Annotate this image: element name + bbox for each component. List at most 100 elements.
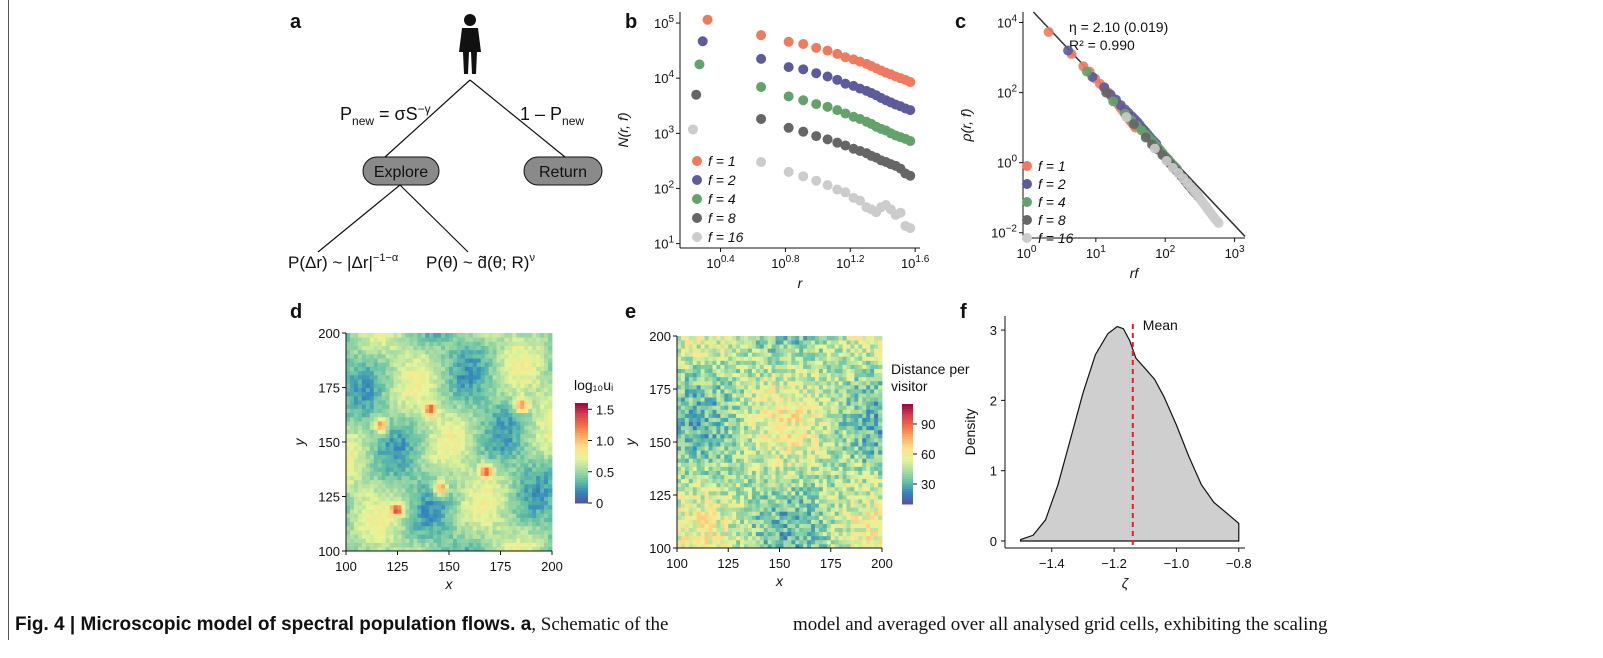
heatmap-cell (720, 421, 725, 427)
heatmap-cell (696, 433, 702, 439)
heatmap-cell (728, 405, 733, 410)
heatmap-cell (771, 360, 776, 365)
heatmap-cell (791, 523, 796, 529)
heatmap-cell (421, 546, 426, 552)
heatmap-cell (377, 416, 383, 422)
heatmap-cell (397, 534, 402, 539)
heatmap-cell (468, 509, 474, 514)
heatmap-cell (795, 421, 800, 427)
heatmap-cell (807, 543, 812, 549)
heatmap-cell (803, 344, 808, 349)
heatmap-cell (516, 425, 521, 430)
heatmap-cell (468, 483, 474, 489)
heatmap-cell (401, 383, 406, 388)
heatmap-cell (732, 336, 737, 341)
heatmap-cell (807, 389, 812, 394)
heatmap-cell (716, 405, 721, 410)
heatmap-cell (353, 462, 359, 468)
heatmap-cell (700, 348, 705, 353)
heatmap-cell (452, 513, 458, 518)
heatmap-cell (449, 496, 454, 502)
heatmap-cell (771, 384, 776, 390)
heatmap-cell (496, 437, 501, 443)
heatmap-cell (791, 511, 796, 516)
heatmap-cell (429, 509, 434, 514)
heatmap-cell (409, 333, 414, 338)
heatmap-cell (421, 391, 426, 397)
heatmap-cell (818, 340, 824, 345)
heatmap-cell (405, 517, 410, 523)
heatmap-cell (712, 344, 717, 349)
heatmap-cell (759, 499, 765, 504)
heatmap-cell (684, 503, 690, 508)
heatmap-cell (736, 454, 741, 459)
heatmap-cell (704, 437, 709, 443)
heatmap-cell (791, 344, 796, 349)
heatmap-cell (783, 499, 788, 504)
heatmap-cell (712, 523, 717, 529)
heatmap-cell (708, 437, 713, 443)
heatmap-cell (767, 348, 773, 353)
heatmap-cell (814, 340, 820, 345)
heatmap-cell (365, 337, 371, 342)
heatmap-cell (791, 442, 796, 447)
heatmap-cell (472, 421, 478, 426)
heatmap-cell (775, 454, 780, 459)
heatmap-cell (791, 507, 796, 512)
heatmap-cell (349, 395, 355, 401)
heatmap-cell (791, 527, 796, 533)
heatmap-cell (369, 513, 375, 518)
heatmap-cell (680, 474, 686, 480)
heatmap-cell (684, 507, 690, 512)
heatmap-cell (445, 525, 450, 531)
heatmap-cell (385, 408, 390, 414)
heatmap-cell (484, 337, 490, 342)
heatmap-cell (472, 546, 478, 552)
heatmap-cell (480, 546, 486, 552)
heatmap-cell (732, 442, 737, 447)
heatmap-cell (425, 404, 430, 409)
heatmap-cell (468, 408, 474, 414)
heatmap-cell (728, 478, 733, 484)
heatmap-cell (728, 397, 733, 402)
heatmap-cell (488, 492, 493, 497)
heatmap-cell (783, 474, 788, 480)
heatmap-cell (524, 450, 529, 455)
heatmap-cell (696, 511, 702, 516)
heatmap-cell (677, 531, 682, 537)
heatmap-cell (441, 333, 446, 338)
heatmap-cell (417, 333, 422, 338)
heatmap-cell (803, 446, 808, 451)
heatmap-cell (708, 486, 713, 492)
heatmap-cell (779, 425, 784, 431)
heatmap-cell (377, 462, 383, 468)
data-point-2 (798, 64, 809, 75)
heatmap-cell (771, 372, 776, 378)
heatmap-cell (807, 348, 812, 353)
heatmap-cell (504, 437, 509, 443)
heatmap-cell (728, 523, 733, 529)
heatmap-cell (708, 511, 713, 516)
heatmap-cell (524, 542, 529, 548)
heatmap-cell (425, 345, 430, 351)
eta-annotation: η = 2.10 (0.019) (1069, 19, 1168, 35)
heatmap-cell (775, 433, 780, 439)
heatmap-cell (763, 352, 769, 357)
heatmap-cell (736, 364, 741, 370)
heatmap-cell (421, 542, 426, 548)
heatmap-cell (456, 475, 462, 481)
x-tick-label: 125 (387, 559, 409, 574)
heatmap-cell (456, 349, 462, 355)
heatmap-cell (814, 454, 820, 459)
heatmap-cell (540, 488, 545, 493)
heatmap-cell (468, 358, 474, 363)
heatmap-cell (540, 454, 545, 460)
heatmap-cell (751, 539, 757, 545)
heatmap-cell (807, 368, 812, 374)
heatmap-cell (771, 437, 776, 443)
heatmap-cell (353, 349, 359, 355)
heatmap-cell (393, 450, 398, 455)
heatmap-cell (740, 360, 745, 365)
heatmap-cell (775, 421, 780, 427)
heatmap-cell (814, 531, 820, 537)
